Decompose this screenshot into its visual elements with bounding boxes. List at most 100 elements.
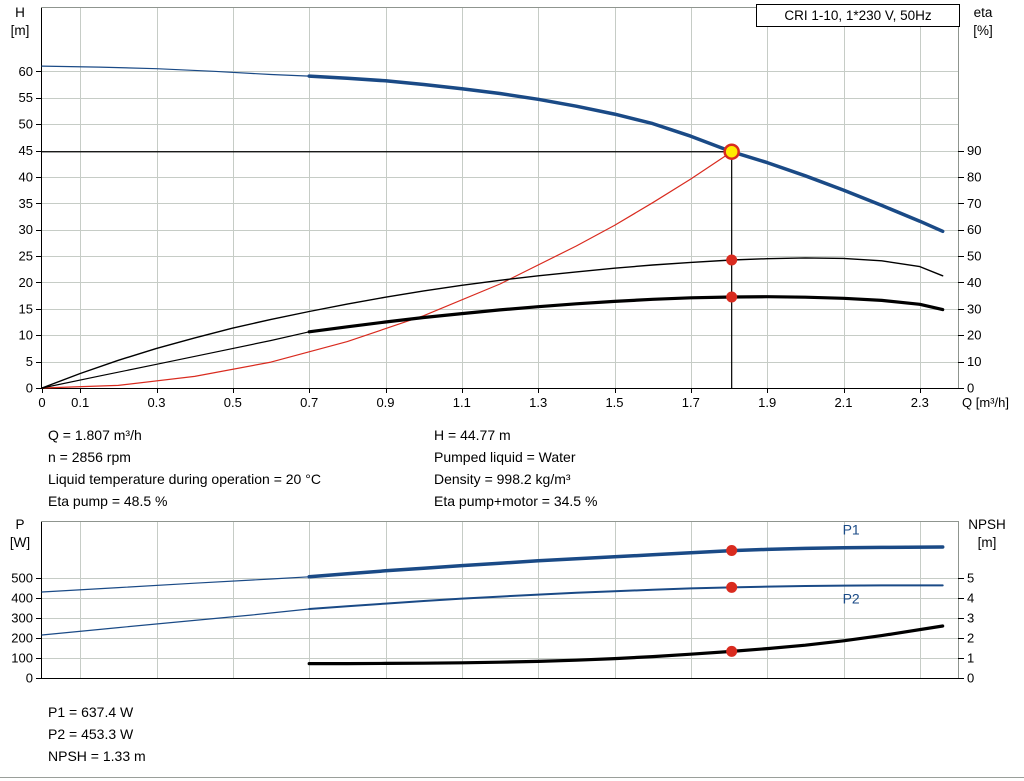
p2-duty-point — [726, 581, 738, 593]
right-tick-label: 5 — [967, 571, 974, 586]
left-tick-label: 40 — [19, 169, 33, 184]
npsh-value: NPSH = 1.33 m — [48, 748, 146, 764]
x-tick-label: 1.7 — [682, 395, 700, 410]
x-axis-unit-label: Q [m³/h] — [962, 395, 1009, 410]
series-label-P1: P1 — [843, 521, 860, 537]
right-tick-label: 1 — [967, 651, 974, 666]
flow-value: Q = 1.807 m³/h — [48, 427, 142, 443]
eta-pump-point — [726, 254, 738, 266]
right-tick-label: 10 — [967, 354, 981, 369]
density-value: Density = 998.2 kg/m³ — [434, 471, 571, 487]
right-tick-label: 4 — [967, 591, 974, 606]
liquid-temperature-value: Liquid temperature during operation = 20… — [48, 471, 321, 487]
npsh-axis-title-line2: [m] — [977, 535, 997, 550]
x-tick-label: 0.9 — [376, 395, 394, 410]
x-tick-label: 0.7 — [300, 395, 318, 410]
npsh-axis-title-line1: NPSH — [968, 517, 1006, 532]
p1-duty-point — [726, 545, 738, 557]
npsh-duty-point — [726, 645, 738, 657]
x-tick-label: 0.5 — [224, 395, 242, 410]
p2-value: P2 = 453.3 W — [48, 726, 134, 742]
speed-value: n = 2856 rpm — [48, 449, 131, 465]
left-tick-label: 500 — [11, 571, 33, 586]
x-tick-label: 1.1 — [453, 395, 471, 410]
x-tick-label: 2.1 — [834, 395, 852, 410]
hq-eta-chart: 0 5 10 15 20 25 30 35 40 45 50 55 60 0 10 20 30 40 50 60 70 8… — [19, 7, 1009, 410]
eta-pump-curve — [41, 257, 944, 389]
head-value: H = 44.77 m — [434, 427, 511, 443]
x-tick-label: 1.5 — [605, 395, 623, 410]
left-tick-label: 300 — [11, 611, 33, 626]
eta-pump-motor-curve — [307, 295, 945, 334]
left-tick-label: 400 — [11, 591, 33, 606]
right-tick-label: 80 — [967, 169, 981, 184]
right-tick-label: 3 — [967, 611, 974, 626]
left-tick-label: 0 — [26, 671, 33, 686]
p-axis-title-line1: P — [15, 517, 25, 532]
eta-axis-title-line2: [%] — [973, 23, 993, 38]
right-tick-label: 20 — [967, 328, 981, 343]
left-tick-label: 10 — [19, 328, 33, 343]
left-tick-label: 30 — [19, 222, 33, 237]
left-tick-label: 60 — [19, 64, 33, 79]
npsh-axis-title: NPSH [m] — [958, 516, 1016, 552]
right-tick-label: 70 — [967, 196, 981, 211]
npsh-curve — [307, 624, 945, 666]
x-tick-label: 0.1 — [71, 395, 89, 410]
h-axis-title-line2: [m] — [10, 23, 30, 38]
eta-axis-title: eta [%] — [960, 4, 1006, 40]
h-curve-extension — [41, 65, 310, 77]
right-tick-label: 90 — [967, 143, 981, 158]
left-tick-label: 200 — [11, 631, 33, 646]
right-tick-label: 2 — [967, 631, 974, 646]
left-tick-label: 20 — [19, 275, 33, 290]
eta-pump-motor-value: Eta pump+motor = 34.5 % — [434, 493, 598, 509]
p-axis-title-line2: [W] — [9, 535, 31, 550]
bottom-divider — [0, 777, 1024, 778]
left-tick-label: 100 — [11, 651, 33, 666]
right-tick-label: 0 — [967, 381, 974, 396]
h-axis-title-line1: H — [15, 5, 25, 20]
p2-curve — [308, 584, 944, 610]
left-tick-label: 5 — [26, 354, 33, 369]
eta-pump-value: Eta pump = 48.5 % — [48, 493, 168, 509]
plot-frame — [41, 521, 959, 679]
p1-value: P1 = 637.4 W — [48, 704, 134, 720]
left-tick-label: 35 — [19, 196, 33, 211]
p2-extension — [41, 608, 310, 636]
x-tick-label: 0 — [38, 395, 45, 410]
right-tick-label: 50 — [967, 249, 981, 264]
right-tick-label: 60 — [967, 222, 981, 237]
duty-point — [723, 143, 740, 160]
left-tick-label: 25 — [19, 249, 33, 264]
left-tick-label: 15 — [19, 301, 33, 316]
left-tick-label: 50 — [19, 117, 33, 132]
operating-data-right: H = 44.77 m Pumped liquid = Water Densit… — [434, 424, 597, 512]
series-label-P2: P2 — [843, 591, 860, 607]
eta-axis-title-line1: eta — [973, 5, 993, 20]
eta-pump-motor-extension — [41, 331, 310, 389]
h-axis-title: H [m] — [2, 4, 38, 40]
system-curve — [41, 151, 733, 389]
right-tick-label: 30 — [967, 301, 981, 316]
plot-frame — [41, 7, 959, 389]
x-tick-label: 2.3 — [911, 395, 929, 410]
p-axis-title: P [W] — [2, 516, 38, 552]
power-npsh-values: P1 = 637.4 W P2 = 453.3 W NPSH = 1.33 m — [48, 701, 146, 767]
p1-extension — [41, 576, 310, 593]
h-curve — [307, 74, 945, 234]
left-tick-label: 45 — [19, 143, 33, 158]
right-tick-label: 40 — [967, 275, 981, 290]
chart-title-box: CRI 1-10, 1*230 V, 50Hz — [756, 4, 960, 27]
left-tick-label: 55 — [19, 90, 33, 105]
power-npsh-chart: 0 100 200 300 400 500 0 1 2 3 4 5 P1 P2 — [11, 521, 974, 686]
x-tick-label: 1.9 — [758, 395, 776, 410]
pumped-liquid-value: Pumped liquid = Water — [434, 449, 576, 465]
right-tick-label: 0 — [967, 671, 974, 686]
left-tick-label: 0 — [26, 381, 33, 396]
x-tick-label: 0.3 — [147, 395, 165, 410]
operating-data-left: Q = 1.807 m³/h n = 2856 rpm Liquid tempe… — [48, 424, 321, 512]
x-tick-label: 1.3 — [529, 395, 547, 410]
eta-pump-motor-point — [726, 291, 738, 303]
